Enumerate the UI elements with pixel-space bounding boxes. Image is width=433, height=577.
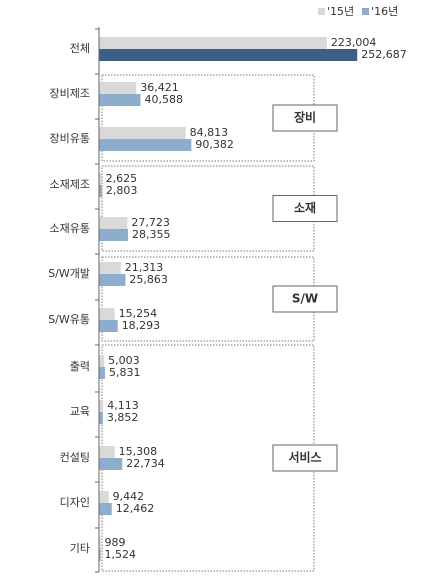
data-label-2016-10: 12,462 [116,502,155,515]
data-label-2015-7: 5,003 [108,354,140,367]
data-label-2016-9: 22,734 [126,457,165,470]
bar-2015-0 [99,37,327,49]
bar-2015-1 [99,82,137,94]
category-label-10: 디자인 [60,496,90,509]
group-label-box-2 [272,285,338,313]
data-label-2016-5: 25,863 [129,273,168,286]
group-label-0: 장비 [294,110,316,125]
bar-2015-9 [99,446,115,458]
bar-2016-8 [99,412,103,424]
data-label-2016-8: 3,852 [107,411,138,424]
legend-label-2016: '16년 [371,5,399,18]
bar-2016-4 [99,229,128,241]
legend-swatch-2015 [318,7,325,15]
category-label-4: 소재유통 [50,222,90,235]
bar-2016-9 [99,458,123,470]
data-label-2015-9: 15,308 [119,445,158,458]
group-label-1: 소재 [294,201,316,215]
data-label-2015-10: 9,442 [113,490,144,503]
group-label-2: S/W [292,292,318,306]
category-label-2: 장비유통 [50,132,90,145]
data-label-2015-2: 84,813 [190,126,229,139]
data-label-2016-11: 1,524 [105,548,137,561]
data-label-2016-2: 90,382 [195,138,234,151]
data-label-2015-11: 989 [105,536,126,549]
bar-2015-6 [99,308,115,320]
bar-2015-2 [99,127,186,139]
bar-2015-3 [99,173,102,185]
category-label-9: 컨설팅 [60,451,90,464]
data-label-2016-7: 5,831 [109,366,141,379]
data-label-2015-1: 36,421 [140,81,179,94]
legend-item-2015: '15년 [318,3,354,19]
group-box-2 [101,256,315,342]
data-label-2016-1: 40,588 [144,93,183,106]
category-label-6: S/W유통 [48,313,90,326]
category-label-0: 전체 [70,42,90,55]
bar-2016-1 [99,94,141,106]
bar-2015-7 [99,355,105,367]
data-label-2016-3: 2,803 [106,184,138,197]
bar-2016-6 [99,320,118,332]
category-label-5: S/W개발 [48,267,90,280]
bar-2015-8 [99,400,104,412]
legend-item-2016: '16년 [362,3,398,19]
data-label-2015-3: 2,625 [106,172,137,185]
legend-swatch-2016 [362,7,370,15]
group-label-3: 서비스 [288,450,321,465]
bar-2015-4 [99,217,128,229]
data-label-2016-4: 28,355 [132,228,171,241]
group-label-box-3 [272,444,338,472]
category-label-7: 출력 [70,360,90,373]
category-label-3: 소재제조 [50,178,90,191]
category-label-11: 기타 [70,542,90,555]
group-box-1 [101,165,315,252]
bar-2016-10 [99,503,112,515]
group-label-box-0 [272,104,338,132]
chart-legend: '15년 '16년 [318,3,398,19]
category-label-8: 교육 [70,405,90,418]
bar-2015-11 [99,537,101,549]
bar-2016-2 [99,139,192,151]
bar-2016-3 [99,185,102,197]
group-label-box-1 [272,195,338,222]
bar-2015-5 [99,262,121,274]
bar-2016-0 [99,49,358,61]
data-label-2016-6: 18,293 [122,319,160,332]
bar-2015-10 [99,491,109,503]
data-label-2015-5: 21,313 [125,261,164,274]
data-label-2015-4: 27,723 [131,216,170,229]
data-label-2015-0: 223,004 [331,36,377,49]
bar-2016-11 [99,549,101,561]
category-label-1: 장비제조 [50,87,90,100]
data-label-2015-6: 15,254 [119,307,158,320]
legend-label-2015: '15년 [327,5,355,18]
bar-2016-7 [99,367,105,379]
data-label-2015-8: 4,113 [107,399,139,412]
bar-2016-5 [99,274,126,286]
data-label-2016-0: 252,687 [361,48,407,61]
